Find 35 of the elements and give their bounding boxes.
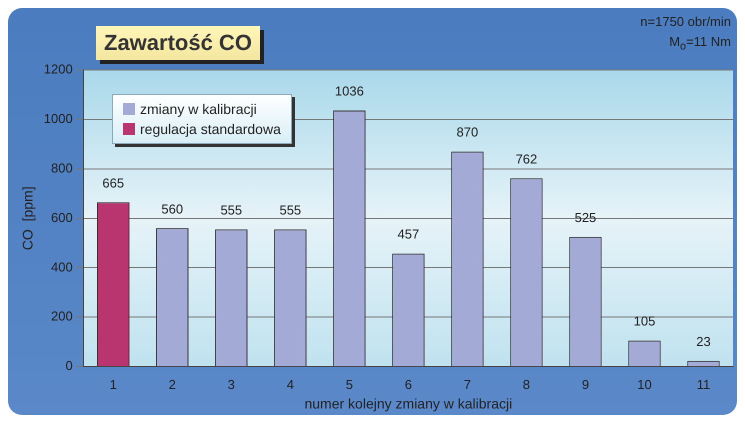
y-axis-title: CO [ppm] [19, 186, 36, 250]
y-tick-label: 1200 [44, 62, 73, 77]
data-label: 457 [398, 226, 420, 242]
data-label: 870 [456, 124, 478, 140]
text: M$_{o}$=11 Nm [669, 34, 731, 53]
data-label: 555 [220, 202, 242, 218]
legend-label: zmiany w kalibracji [140, 100, 257, 119]
data-label: 105 [634, 314, 656, 329]
y-tick-label: 800 [51, 160, 73, 176]
y-tick-label: 200 [51, 308, 73, 324]
legend-label: regulacja standardowa [140, 120, 281, 139]
chart-title: Zawartość CO [96, 26, 260, 60]
data-label: 560 [161, 201, 184, 216]
x-tick-label: 11 [696, 376, 710, 392]
x-tick-label: 10 [637, 376, 652, 392]
x-axis-title: numer kolejny zmiany w kalibracji [304, 395, 512, 412]
y-tick-label: 400 [51, 259, 73, 274]
y-tick-label: 600 [51, 210, 73, 225]
x-tick-label: 1 [110, 376, 117, 392]
y-tick-label: 0 [65, 358, 73, 374]
data-label: 762 [516, 151, 538, 166]
data-label: 555 [279, 202, 302, 218]
x-tick-label: 6 [404, 376, 412, 392]
text: n=1750 obr/min [640, 14, 731, 29]
data-label: 665 [102, 175, 124, 190]
x-tick-label: 2 [168, 376, 176, 392]
x-tick-label: 9 [582, 376, 590, 392]
x-tick-label: 5 [346, 376, 353, 392]
data-label: 1036 [334, 84, 364, 99]
x-tick-label: 8 [522, 376, 530, 392]
y-tick-label: 1000 [44, 111, 73, 126]
x-tick-label: 3 [228, 376, 235, 392]
x-tick-label: 4 [286, 376, 294, 392]
data-label: 23 [696, 334, 711, 349]
x-tick-label: 7 [464, 376, 472, 392]
